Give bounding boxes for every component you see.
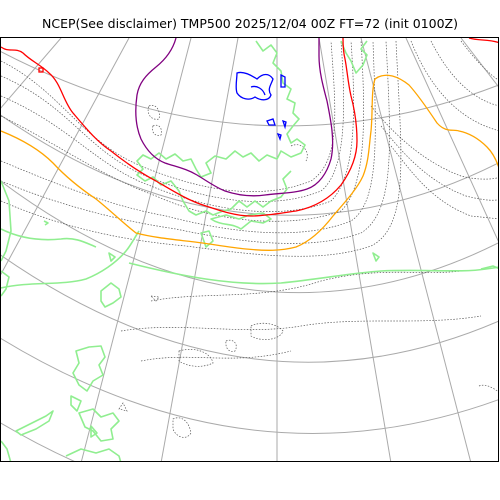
contour-blue: [235, 71, 287, 142]
latitude-lines: [1, 51, 498, 461]
map-panel: [0, 37, 499, 462]
longitude-lines: [1, 38, 498, 461]
map-title: NCEP(See disclaimer) TMP500 2025/12/04 0…: [41, 16, 458, 31]
isotherm-lines: [1, 40, 498, 438]
coastlines: [1, 40, 498, 461]
map-canvas: [1, 38, 498, 461]
contour-red: [1, 38, 498, 217]
contour-purple: [135, 38, 334, 197]
contour-orange: [1, 74, 498, 251]
